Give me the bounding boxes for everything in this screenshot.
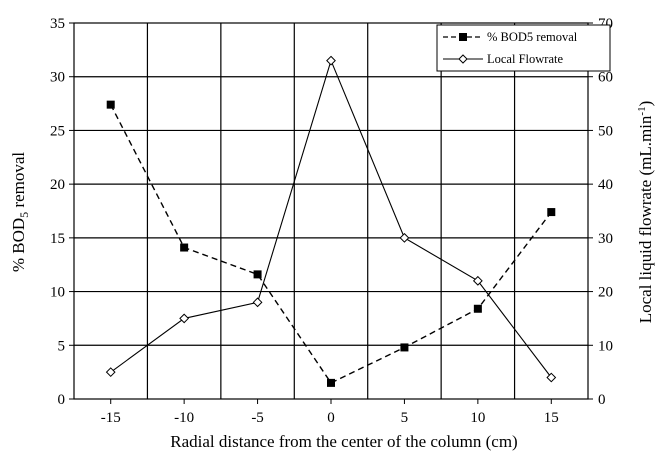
series-flowrate-point (472, 275, 483, 286)
series-flowrate-line (110, 58, 552, 378)
y-right-tick-label: 50 (598, 123, 613, 139)
y-left-tick-label: 30 (50, 70, 65, 86)
series-bod-removal-point (253, 270, 262, 279)
y-right-tick-label: 20 (598, 285, 613, 301)
grid (74, 23, 588, 399)
x-tick-label: -10 (174, 410, 194, 426)
y-axis-left-title-rest: removal (9, 152, 28, 212)
y-left-tick-label: 15 (50, 231, 65, 247)
y-axis-left-title-subscript: 5 (17, 212, 31, 218)
series-flowrate-point (546, 372, 557, 383)
y-right-tick-label: 40 (598, 177, 613, 193)
ticks: -15 -10 -5 0 5 10 15 0 5 10 15 20 25 30 35 0 10 20 30 40 50 6… (50, 16, 613, 426)
series-layer (105, 55, 557, 387)
y-right-tick-label: 10 (598, 338, 613, 354)
y-left-tick-label: 35 (50, 16, 65, 32)
series-flowrate-point (326, 55, 336, 66)
x-tick-label: 10 (470, 410, 485, 426)
legend-flow-label: Local Flowrate (487, 52, 563, 66)
y-axis-right-title: Local liquid flowrate (mL.min-1) (636, 101, 655, 324)
x-tick-label: -5 (251, 410, 264, 426)
y-left-tick-label: 0 (58, 392, 66, 408)
legend-box (436, 24, 611, 72)
y-axis-right-title-rest: ) (636, 101, 655, 107)
y-right-tick-label: 60 (598, 70, 613, 86)
series-bod-removal-point (400, 343, 409, 352)
series-bod-removal-point (106, 100, 115, 109)
y-left-tick-label: 25 (50, 123, 65, 139)
legend: % BOD5 removal Local Flowrate (436, 24, 611, 72)
y-axis-left-title-main: % BOD (9, 218, 28, 272)
y-axis-right-title-superscript: -1 (636, 106, 648, 115)
x-tick-label: 0 (327, 410, 335, 426)
x-axis-title: Radial distance from the center of the c… (170, 432, 517, 451)
series-flowrate-point (399, 232, 410, 243)
y-axis-left-title: % BOD5 removal (9, 152, 31, 273)
series-flowrate-point (252, 297, 263, 308)
legend-flow-marker (458, 54, 468, 64)
legend-bod-marker (459, 33, 467, 41)
series-bod-removal-point (180, 243, 189, 252)
y-left-tick-label: 5 (58, 338, 66, 354)
series-bod-removal-line (110, 104, 552, 384)
series-bod-removal-point (327, 378, 335, 387)
x-tick-label: 15 (544, 410, 559, 426)
y-axis-right-title-main: Local liquid flowrate (mL.min (636, 115, 655, 323)
series-bod-removal-point (473, 304, 482, 313)
y-left-tick-label: 20 (50, 177, 65, 193)
y-right-tick-label: 0 (598, 392, 606, 408)
x-tick-label: 5 (401, 410, 409, 426)
series-flowrate-point (179, 313, 190, 324)
series-flowrate-point (105, 367, 116, 378)
x-tick-label: -15 (101, 410, 121, 426)
y-left-tick-label: 10 (50, 285, 65, 301)
legend-bod-label: % BOD5 removal (487, 30, 578, 44)
series-bod-removal-point (547, 208, 556, 217)
y-right-tick-label: 30 (598, 231, 613, 247)
